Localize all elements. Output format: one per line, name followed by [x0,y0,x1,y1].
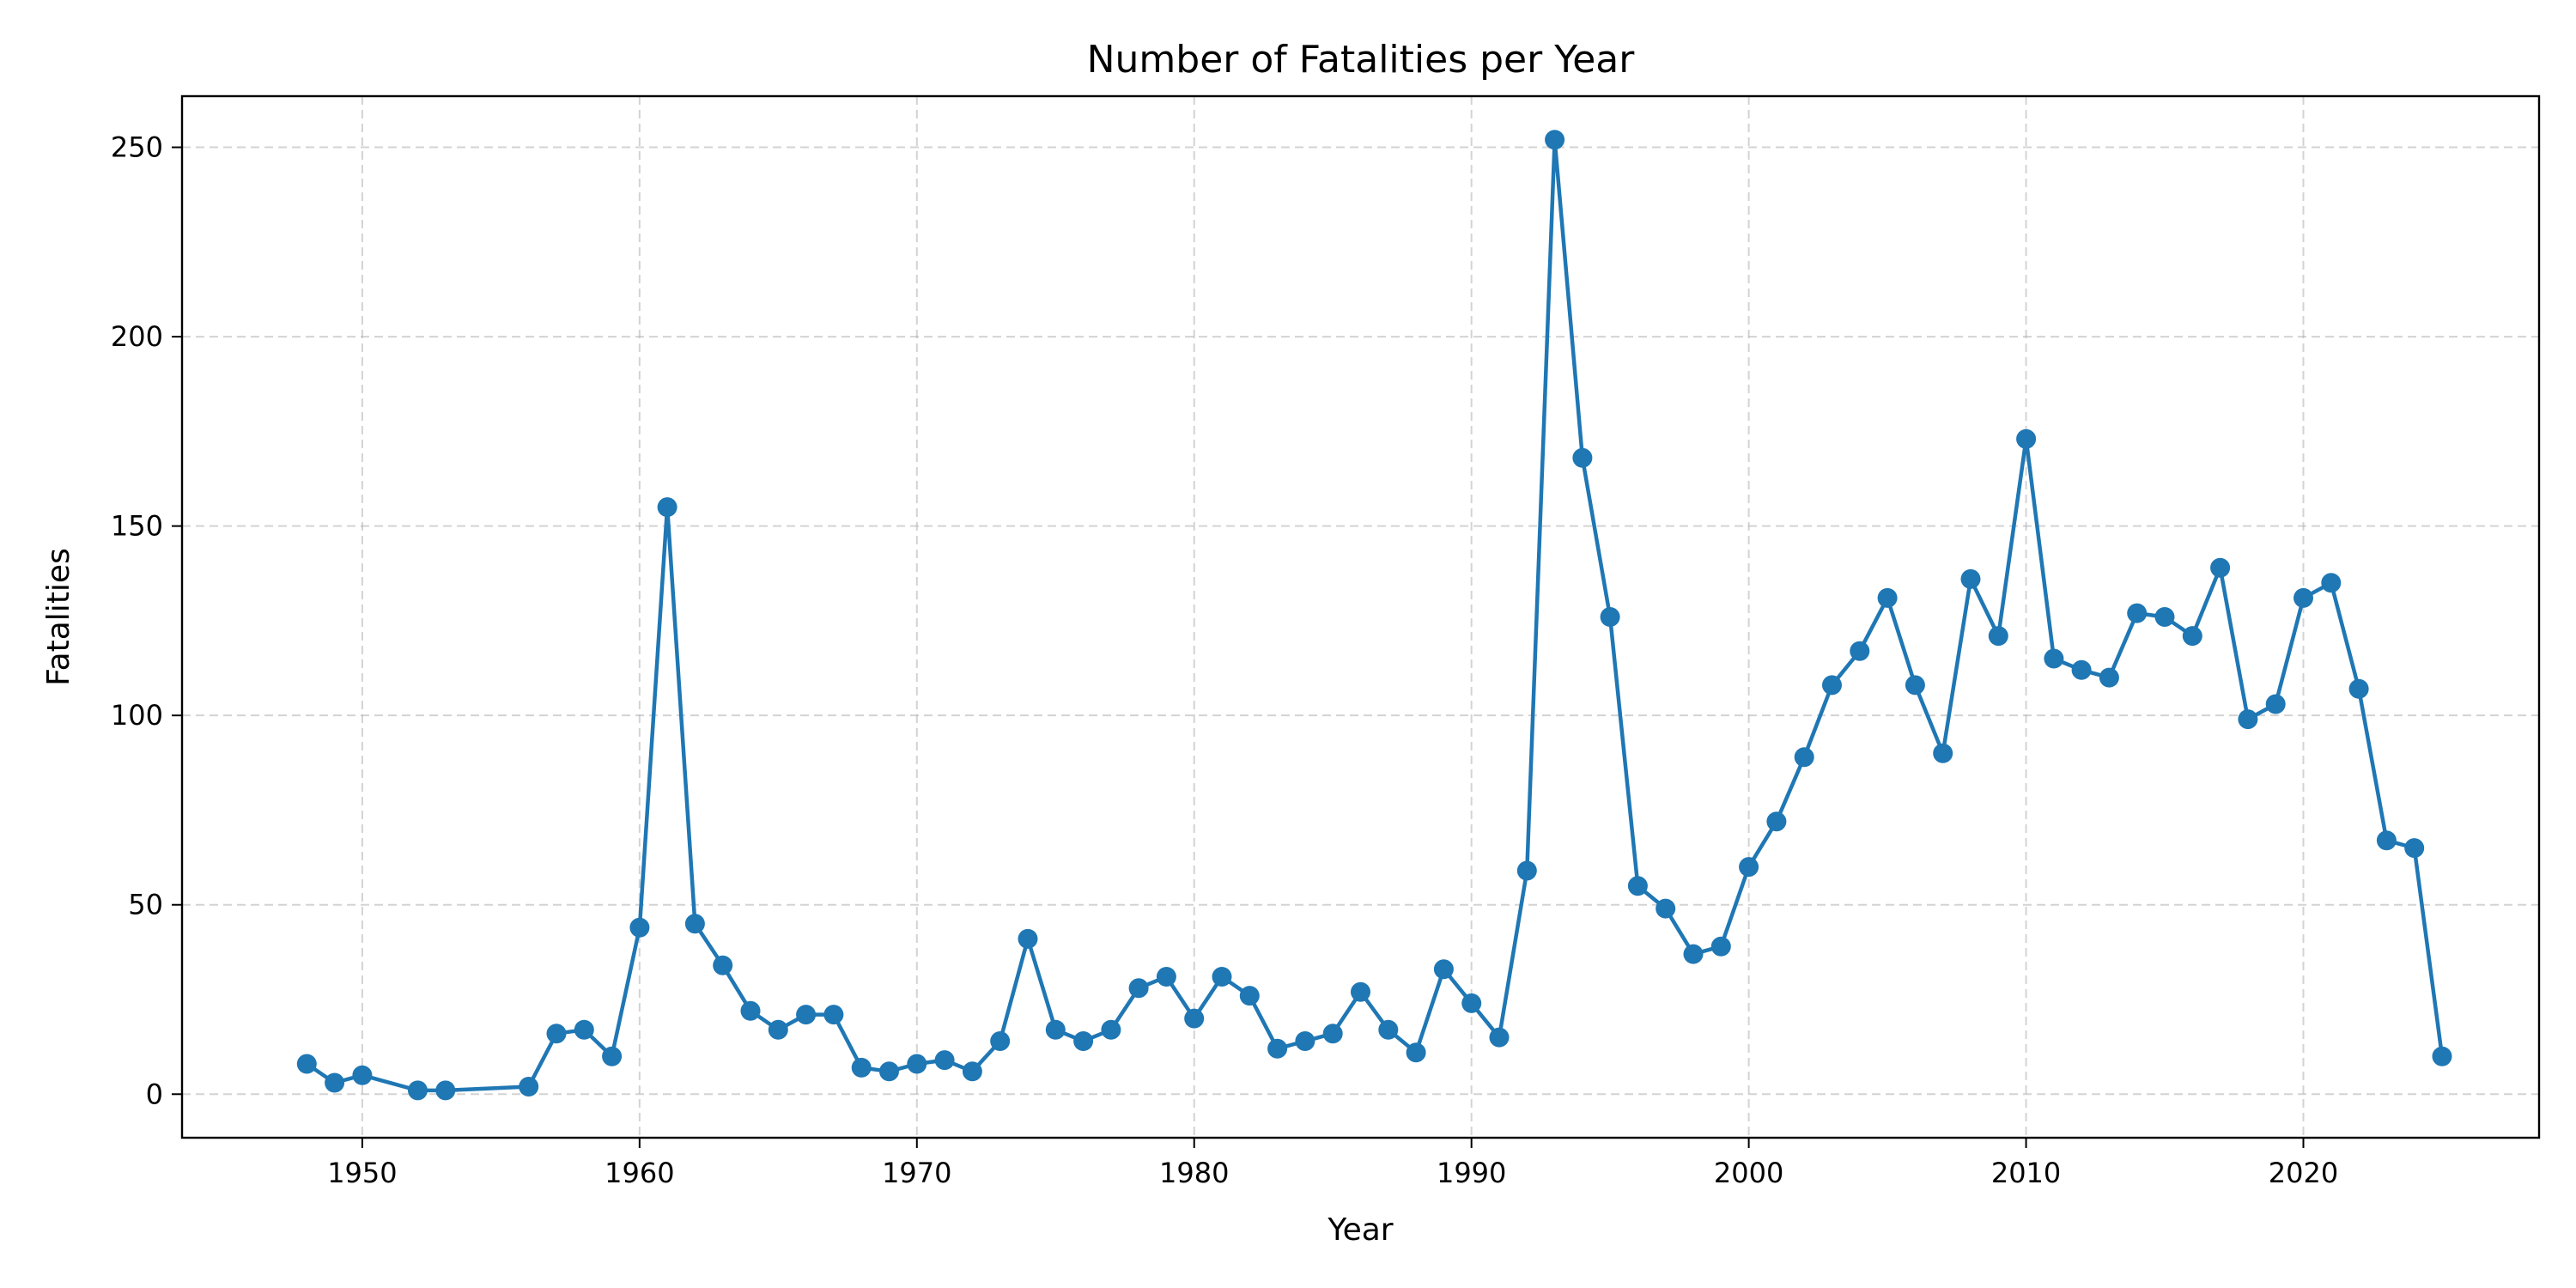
x-tick-label: 1950 [327,1157,397,1189]
data-point [1516,860,1537,881]
data-point [325,1072,345,1093]
data-point [1656,898,1676,919]
data-point [1850,641,1870,661]
y-tick-label: 150 [111,510,163,543]
data-point [1822,675,1842,696]
data-point [2099,667,2119,688]
data-point [2127,603,2148,623]
data-point [1489,1027,1510,1048]
data-point [796,1005,817,1025]
data-point [1545,130,1565,150]
data-point [2016,428,2037,449]
data-point [1988,626,2008,647]
data-point [1018,928,1038,949]
data-point [2293,587,2313,608]
data-point [1073,1031,1094,1051]
data-point [574,1019,594,1040]
data-point [962,1061,982,1082]
data-point [823,1005,844,1025]
data-point [1239,986,1260,1006]
data-point [1156,967,1176,987]
data-point [519,1077,539,1097]
series-fatalities [296,130,2452,1101]
data-point [546,1024,567,1044]
data-point [2376,830,2397,851]
data-point [1295,1031,1315,1051]
data-point [713,955,733,975]
data-point [1461,993,1482,1013]
data-point [2265,694,2286,714]
data-point [1905,675,1925,696]
data-point [2321,573,2342,593]
x-tick-label: 2010 [1991,1157,2061,1189]
x-tick-label: 1980 [1159,1157,1229,1189]
data-point [1128,978,1149,999]
data-point [740,1000,761,1021]
plot-area-frame [180,94,2541,1139]
data-point [2210,557,2231,578]
data-point [907,1054,927,1074]
data-point [1433,959,1454,980]
data-point [879,1061,899,1082]
data-point [2404,838,2425,859]
data-point [629,917,650,938]
data-point [768,1019,788,1040]
data-point [1683,944,1704,964]
data-point [934,1050,955,1071]
data-point [1572,447,1593,468]
data-point [296,1054,317,1074]
axis-ticks: 1950 1960 1970 1980 1990 2000 2010 2020 0 50 100 15… [111,131,2338,1189]
data-point [1101,1019,1121,1040]
y-axis-label: Fatalities [41,548,76,686]
data-point [1627,876,1648,896]
data-point [2238,709,2258,730]
data-point [1267,1038,1288,1059]
data-point [2348,678,2369,699]
data-point [1322,1024,1343,1044]
data-point [352,1065,373,1085]
data-point [435,1080,456,1101]
x-tick-label: 2000 [1714,1157,1783,1189]
y-tick-label: 100 [111,699,163,732]
data-point [1960,568,1981,589]
data-point [1794,747,1814,768]
data-point [684,914,705,934]
data-point [1933,743,1953,763]
data-point [1739,857,1759,878]
y-tick-label: 0 [146,1078,163,1110]
data-point [1045,1019,1066,1040]
data-point [657,497,677,518]
x-tick-label: 2020 [2269,1157,2338,1189]
data-point [1877,587,1898,608]
data-point [1406,1042,1426,1063]
data-point [2154,607,2175,627]
data-point [2071,659,2092,680]
data-point [2044,648,2064,669]
data-point [1378,1019,1399,1040]
x-tick-label: 1970 [882,1157,951,1189]
y-tick-label: 50 [128,889,163,921]
data-point [2182,626,2202,647]
chart-title: Number of Fatalities per Year [1087,38,1636,82]
x-tick-label: 1960 [605,1157,674,1189]
x-axis-label: Year [1327,1212,1393,1248]
data-point [1351,981,1370,1002]
data-point [851,1057,872,1078]
grid [182,96,2539,1138]
data-point [2432,1046,2452,1066]
data-point [990,1031,1011,1051]
data-point [1766,811,1787,832]
x-tick-label: 1990 [1437,1157,1506,1189]
data-point [1184,1008,1205,1029]
data-point [1212,967,1232,987]
y-tick-label: 200 [111,320,163,353]
data-point [1600,607,1620,627]
data-point [1710,936,1731,957]
y-tick-label: 250 [111,131,163,164]
data-point [408,1080,428,1101]
data-point [602,1046,623,1066]
